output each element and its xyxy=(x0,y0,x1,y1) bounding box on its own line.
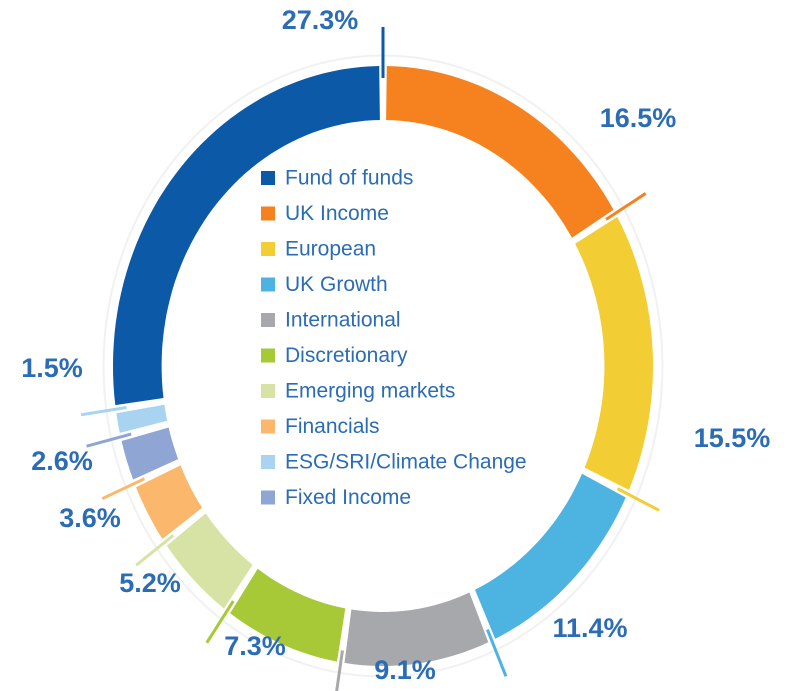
legend-label: Discretionary xyxy=(285,344,408,367)
legend-label: ESG/SRI/Climate Change xyxy=(285,451,527,474)
leader-line xyxy=(86,432,132,448)
leader-line xyxy=(616,487,660,512)
donut-segment xyxy=(113,66,380,406)
legend-swatch xyxy=(261,171,275,185)
legend-swatch xyxy=(261,384,275,398)
legend-swatch xyxy=(261,490,275,505)
value-label: 3.6% xyxy=(59,503,121,533)
legend-swatch xyxy=(261,419,275,434)
legend-label: Fixed Income xyxy=(285,486,411,509)
legend-label: European xyxy=(285,238,376,261)
leader-line xyxy=(486,629,508,677)
legend-label: International xyxy=(285,309,401,332)
legend-swatch xyxy=(261,455,275,469)
legend-label: UK Income xyxy=(285,202,389,225)
leader-line xyxy=(101,477,146,501)
value-label: 5.2% xyxy=(119,568,181,598)
leader-line xyxy=(80,405,127,417)
donut-segment xyxy=(575,216,653,490)
value-label: 11.4% xyxy=(552,613,627,643)
leader-line xyxy=(605,192,647,221)
donut-segment xyxy=(386,66,614,238)
legend-swatch xyxy=(261,277,275,292)
leader-line xyxy=(135,534,175,567)
donut-segment xyxy=(116,404,168,433)
value-label: 1.5% xyxy=(21,353,83,383)
value-label: 27.3% xyxy=(282,5,359,35)
leader-line xyxy=(205,600,235,644)
donut-segment xyxy=(230,568,346,662)
legend-label: Emerging markets xyxy=(285,380,455,403)
donut-segment xyxy=(121,427,179,480)
legend-swatch xyxy=(261,206,275,221)
donut-segment xyxy=(344,592,489,666)
donut-segment xyxy=(166,513,253,609)
value-label: 9.1% xyxy=(374,655,436,685)
value-label: 2.6% xyxy=(31,446,93,476)
value-label: 7.3% xyxy=(224,631,286,661)
donut-segment xyxy=(136,465,203,539)
value-label: 15.5% xyxy=(694,423,771,453)
value-label: 16.5% xyxy=(600,103,677,133)
legend-label: Financials xyxy=(285,415,380,438)
legend-swatch xyxy=(261,348,275,363)
legend-label: UK Growth xyxy=(285,273,388,296)
donut-segment xyxy=(475,473,626,639)
legend-swatch xyxy=(261,313,275,327)
legend-label: Fund of funds xyxy=(285,167,413,190)
leader-line xyxy=(335,650,344,691)
legend-swatch xyxy=(261,242,275,256)
